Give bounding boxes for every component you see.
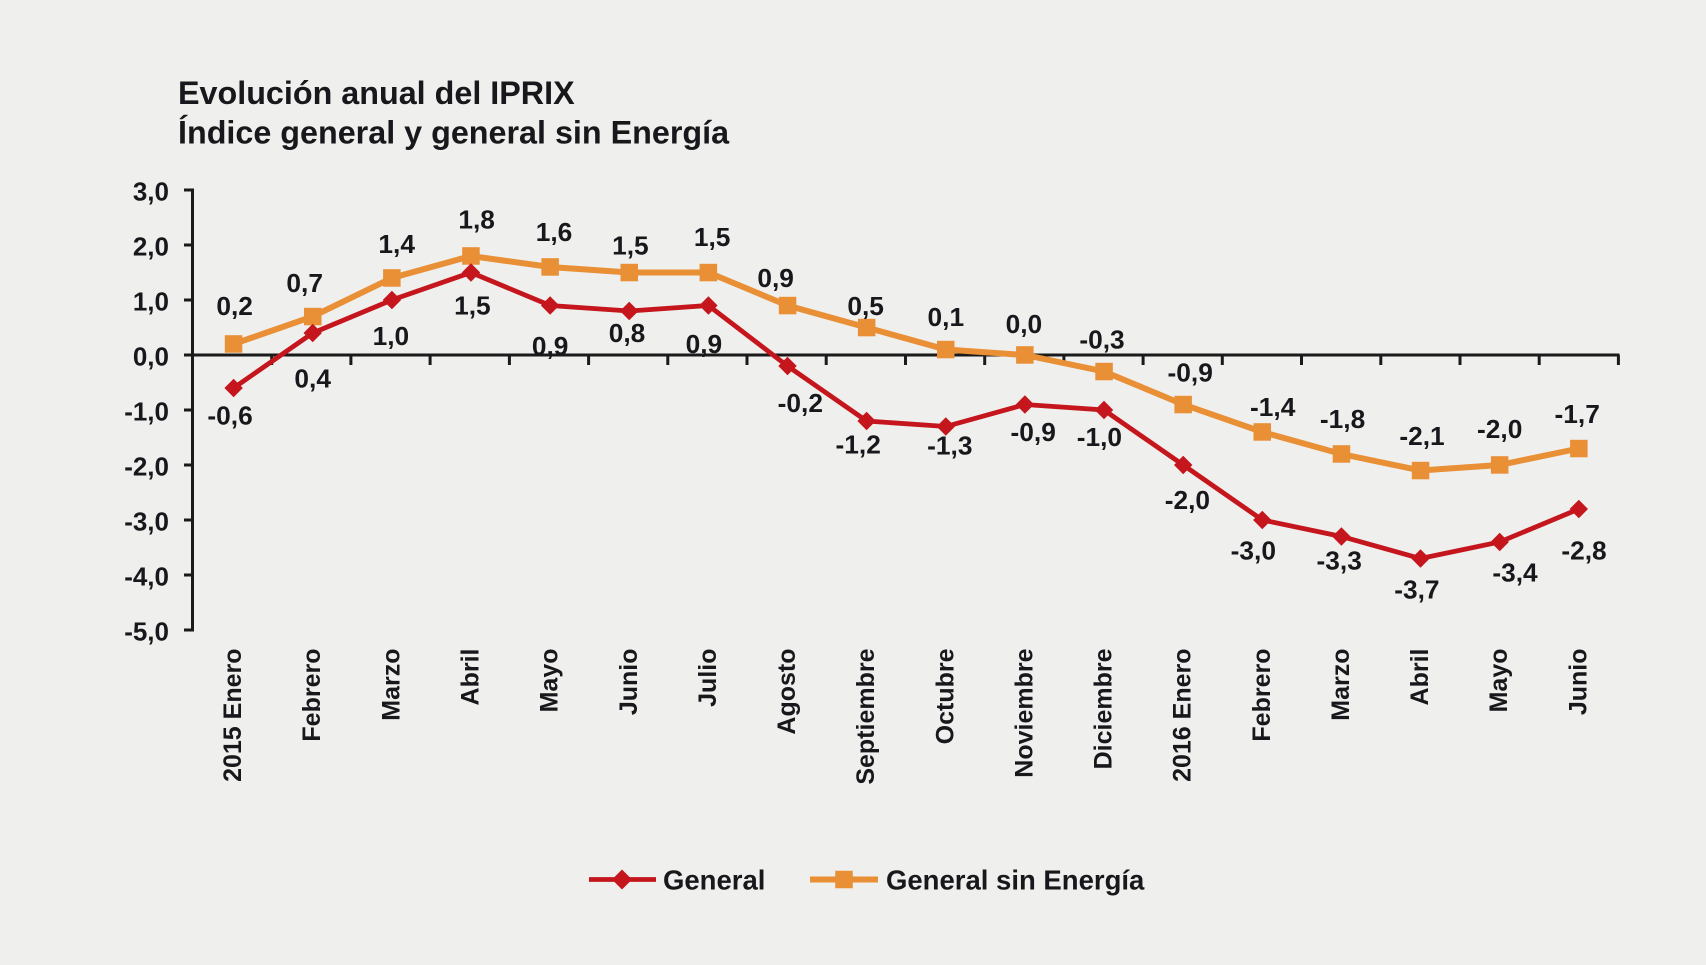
- svg-text:-0,9: -0,9: [1168, 358, 1213, 388]
- svg-text:3,0: 3,0: [133, 176, 169, 206]
- svg-text:0,9: 0,9: [532, 331, 569, 361]
- svg-text:Evolución anual del IPRIX: Evolución anual del IPRIX: [178, 75, 575, 111]
- svg-text:Mayo: Mayo: [536, 649, 564, 713]
- svg-text:Junio: Junio: [1564, 649, 1592, 716]
- svg-text:1,8: 1,8: [458, 204, 495, 234]
- svg-text:1,5: 1,5: [694, 222, 731, 252]
- svg-text:2015 Enero: 2015 Enero: [219, 649, 247, 782]
- svg-text:Febrero: Febrero: [1248, 649, 1276, 742]
- svg-text:-3,3: -3,3: [1317, 546, 1362, 576]
- svg-text:-3,7: -3,7: [1394, 574, 1439, 604]
- svg-text:0,9: 0,9: [686, 329, 723, 359]
- svg-text:1,5: 1,5: [454, 290, 491, 320]
- svg-text:0,4: 0,4: [294, 363, 331, 393]
- svg-text:0,2: 0,2: [216, 291, 253, 321]
- svg-text:Diciembre: Diciembre: [1090, 648, 1118, 769]
- svg-text:0,8: 0,8: [609, 318, 646, 348]
- svg-text:-1,0: -1,0: [124, 396, 169, 426]
- svg-text:1,0: 1,0: [373, 321, 410, 351]
- svg-text:Noviembre: Noviembre: [1010, 648, 1038, 777]
- svg-text:2,0: 2,0: [133, 231, 169, 261]
- svg-text:Octubre: Octubre: [931, 648, 959, 744]
- svg-text:-3,0: -3,0: [124, 506, 169, 536]
- svg-text:Abril: Abril: [457, 649, 485, 706]
- svg-text:General sin Energía: General sin Energía: [886, 864, 1145, 895]
- svg-text:0,5: 0,5: [847, 291, 884, 321]
- svg-text:0,9: 0,9: [757, 263, 794, 293]
- svg-text:-3,4: -3,4: [1492, 558, 1538, 588]
- svg-text:Agosto: Agosto: [773, 649, 801, 735]
- svg-text:-1,3: -1,3: [927, 431, 972, 461]
- svg-text:-2,0: -2,0: [124, 451, 169, 481]
- svg-text:-5,0: -5,0: [124, 616, 169, 646]
- svg-text:-1,4: -1,4: [1250, 392, 1296, 422]
- svg-text:-0,2: -0,2: [778, 388, 823, 418]
- svg-text:2016 Enero: 2016 Enero: [1169, 649, 1197, 782]
- svg-text:0,0: 0,0: [1006, 309, 1043, 339]
- svg-text:0,0: 0,0: [133, 341, 169, 371]
- svg-text:-1,7: -1,7: [1555, 399, 1600, 429]
- svg-text:1,0: 1,0: [133, 286, 169, 316]
- svg-text:0,1: 0,1: [928, 302, 965, 332]
- svg-text:Febrero: Febrero: [298, 649, 326, 742]
- svg-text:-1,2: -1,2: [836, 430, 881, 460]
- svg-text:-2,8: -2,8: [1561, 536, 1606, 566]
- svg-text:-0,9: -0,9: [1011, 417, 1056, 447]
- svg-text:1,6: 1,6: [536, 217, 573, 247]
- svg-text:-2,1: -2,1: [1399, 421, 1444, 451]
- svg-text:Junio: Junio: [615, 649, 643, 716]
- svg-text:Abril: Abril: [1406, 649, 1434, 706]
- svg-text:-2,0: -2,0: [1477, 414, 1522, 444]
- svg-text:1,5: 1,5: [612, 231, 649, 261]
- svg-text:0,7: 0,7: [286, 268, 323, 298]
- svg-text:Mayo: Mayo: [1485, 649, 1513, 713]
- svg-text:-4,0: -4,0: [124, 561, 169, 591]
- svg-text:General: General: [663, 864, 765, 895]
- svg-text:-1,8: -1,8: [1320, 404, 1365, 434]
- svg-text:-0,6: -0,6: [207, 401, 252, 431]
- svg-text:1,4: 1,4: [378, 229, 415, 259]
- svg-text:-0,3: -0,3: [1079, 324, 1124, 354]
- svg-text:-1,0: -1,0: [1077, 422, 1122, 452]
- svg-text:Septiembre: Septiembre: [852, 648, 880, 784]
- svg-text:Julio: Julio: [694, 649, 722, 707]
- svg-text:Marzo: Marzo: [377, 649, 405, 721]
- svg-text:Marzo: Marzo: [1327, 649, 1355, 721]
- svg-text:-2,0: -2,0: [1165, 485, 1210, 515]
- svg-text:Índice general y general sin E: Índice general y general sin Energía: [178, 114, 730, 151]
- svg-text:-3,0: -3,0: [1231, 536, 1276, 566]
